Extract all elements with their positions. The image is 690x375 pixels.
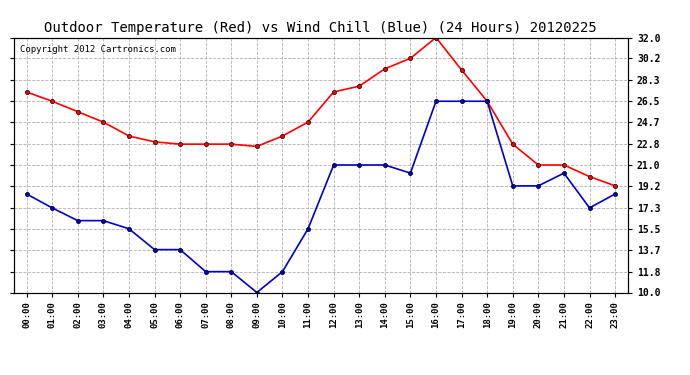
Text: Copyright 2012 Cartronics.com: Copyright 2012 Cartronics.com — [20, 45, 176, 54]
Title: Outdoor Temperature (Red) vs Wind Chill (Blue) (24 Hours) 20120225: Outdoor Temperature (Red) vs Wind Chill … — [44, 21, 598, 35]
